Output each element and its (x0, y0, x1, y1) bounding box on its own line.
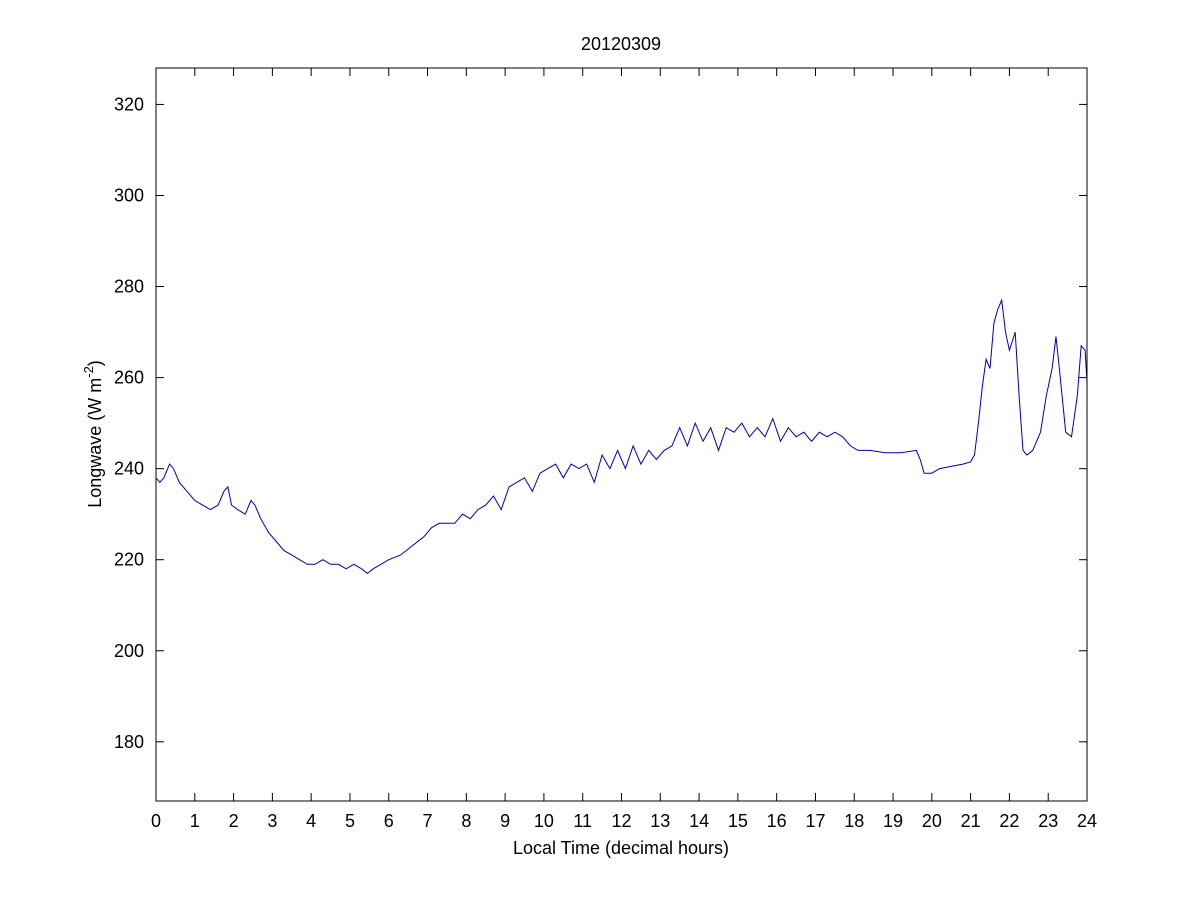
x-tick-label: 2 (229, 811, 239, 831)
x-tick-label: 17 (805, 811, 825, 831)
y-tick-label: 240 (114, 459, 144, 479)
y-axis-label-suffix: ) (85, 360, 105, 366)
y-axis-label-prefix: Longwave (W m (85, 378, 105, 508)
x-tick-label: 7 (423, 811, 433, 831)
axis-ticks (155, 68, 1088, 801)
x-tick-label: 22 (999, 811, 1019, 831)
y-axis-label-exponent: -2 (81, 366, 96, 378)
x-tick-label: 13 (650, 811, 670, 831)
chart-title: 20120309 (581, 34, 661, 54)
y-axis-label: Longwave (W m-2) (81, 360, 105, 508)
x-tick-label: 19 (883, 811, 903, 831)
x-tick-label: 11 (573, 811, 592, 831)
y-tick-label: 200 (114, 641, 144, 661)
x-tick-label: 23 (1038, 811, 1058, 831)
x-axis-label: Local Time (decimal hours) (513, 838, 729, 858)
x-tick-label: 0 (151, 811, 161, 831)
x-tick-label: 3 (267, 811, 277, 831)
x-tick-label: 12 (611, 811, 631, 831)
y-tick-label: 260 (114, 368, 144, 388)
x-tick-label: 18 (844, 811, 864, 831)
x-tick-labels: 0 1 2 3 4 5 6 7 8 9 10 11 12 13 14 15 16 17 18 19 20 21 22 23 24 (151, 811, 1097, 831)
x-tick-label: 5 (345, 811, 355, 831)
y-tick-labels: 180 200 220 240 260 280 300 320 (114, 94, 144, 751)
x-tick-label: 20 (922, 811, 942, 831)
y-tick-label: 320 (114, 94, 144, 114)
x-tick-label: 4 (306, 811, 316, 831)
x-tick-label: 14 (689, 811, 709, 831)
x-tick-label: 8 (461, 811, 471, 831)
y-tick-label: 300 (114, 185, 144, 205)
x-tick-label: 6 (384, 811, 394, 831)
x-tick-label: 21 (961, 811, 981, 831)
y-tick-label: 280 (114, 277, 144, 297)
y-tick-label: 180 (114, 732, 144, 752)
x-tick-label: 10 (534, 811, 554, 831)
plot-area (156, 68, 1087, 801)
series-line (155, 298, 1088, 575)
x-tick-label: 24 (1077, 811, 1097, 831)
x-tick-label: 15 (728, 811, 748, 831)
y-tick-label: 220 (114, 550, 144, 570)
x-tick-label: 16 (767, 811, 787, 831)
plot-frame (155, 67, 1088, 802)
x-tick-label: 1 (190, 811, 200, 831)
x-tick-label: 9 (500, 811, 510, 831)
